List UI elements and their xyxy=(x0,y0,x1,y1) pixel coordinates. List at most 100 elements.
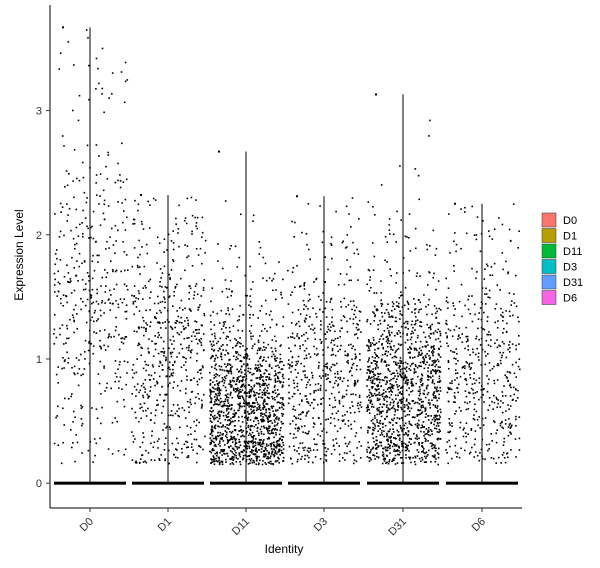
data-point xyxy=(371,387,374,389)
data-point xyxy=(470,428,473,430)
data-point xyxy=(475,238,478,241)
data-point xyxy=(234,388,237,390)
data-point xyxy=(351,364,354,366)
data-point xyxy=(159,285,161,287)
data-point xyxy=(164,443,166,445)
data-point xyxy=(244,454,247,457)
data-point xyxy=(169,428,172,430)
data-point xyxy=(209,443,212,446)
data-point xyxy=(280,397,282,399)
data-point xyxy=(357,279,359,281)
data-point xyxy=(490,457,493,459)
data-point xyxy=(235,356,238,358)
data-point xyxy=(224,453,226,455)
data-point xyxy=(229,404,231,406)
data-point xyxy=(434,454,436,456)
data-point xyxy=(133,385,136,388)
data-point xyxy=(83,368,86,370)
data-point xyxy=(344,350,346,353)
data-point xyxy=(145,287,147,289)
data-point xyxy=(406,448,409,451)
data-point xyxy=(236,433,239,436)
data-point xyxy=(353,459,356,461)
data-point xyxy=(486,375,488,377)
x-tick-label: D3 xyxy=(312,516,330,534)
data-point xyxy=(281,297,283,299)
data-point xyxy=(373,382,376,385)
data-point xyxy=(445,449,447,451)
data-point xyxy=(374,348,376,351)
data-point xyxy=(152,446,155,448)
data-point xyxy=(507,272,509,275)
data-point xyxy=(227,413,229,415)
data-point xyxy=(81,262,83,265)
data-point xyxy=(190,196,193,199)
data-point xyxy=(62,357,64,359)
data-point xyxy=(373,392,376,395)
data-point xyxy=(354,435,357,438)
data-point xyxy=(91,288,94,291)
data-point xyxy=(223,404,225,407)
data-point xyxy=(359,359,361,361)
data-point xyxy=(272,405,275,408)
data-point xyxy=(392,424,394,426)
data-point xyxy=(448,213,450,215)
data-point xyxy=(410,336,413,339)
data-point xyxy=(186,337,188,339)
data-point xyxy=(288,347,290,349)
data-point xyxy=(240,360,243,363)
data-point xyxy=(377,378,380,381)
data-point xyxy=(473,303,476,306)
data-point xyxy=(379,319,381,322)
data-point xyxy=(175,320,178,322)
data-point xyxy=(172,259,174,261)
data-point xyxy=(81,452,83,454)
data-point xyxy=(475,353,477,356)
data-point xyxy=(395,316,397,319)
data-point xyxy=(414,329,416,331)
data-point xyxy=(251,347,254,350)
data-point xyxy=(389,342,391,345)
data-point xyxy=(467,408,470,410)
data-point xyxy=(124,61,127,64)
data-point xyxy=(434,361,436,364)
data-point xyxy=(308,325,310,328)
data-point xyxy=(476,347,478,350)
data-point xyxy=(406,333,408,335)
data-point xyxy=(402,257,405,259)
zero-value-points xyxy=(132,481,204,485)
data-point xyxy=(264,446,267,449)
data-point xyxy=(464,390,467,392)
data-point xyxy=(265,411,268,414)
data-point xyxy=(394,445,396,447)
data-point xyxy=(278,366,280,369)
data-point xyxy=(450,349,452,352)
data-point xyxy=(449,424,451,426)
data-point xyxy=(179,426,181,429)
data-point xyxy=(259,383,261,385)
data-point xyxy=(418,394,421,397)
data-point xyxy=(217,411,220,413)
data-point xyxy=(430,345,433,348)
data-point xyxy=(387,324,389,326)
data-point xyxy=(268,363,271,366)
data-point xyxy=(367,268,370,271)
data-point xyxy=(501,454,504,456)
data-point xyxy=(267,455,269,458)
data-point xyxy=(478,359,480,361)
data-point xyxy=(406,383,409,386)
data-point xyxy=(230,417,232,420)
data-point xyxy=(468,362,471,365)
data-point xyxy=(394,355,396,358)
data-point xyxy=(375,353,377,356)
data-point xyxy=(449,445,451,448)
data-point xyxy=(189,398,192,401)
data-point xyxy=(419,321,421,323)
data-point xyxy=(217,456,220,459)
data-point xyxy=(175,448,177,450)
data-point xyxy=(223,444,226,446)
data-point xyxy=(88,64,90,67)
data-point xyxy=(436,369,439,372)
data-point xyxy=(227,370,229,373)
max-point xyxy=(454,202,456,205)
